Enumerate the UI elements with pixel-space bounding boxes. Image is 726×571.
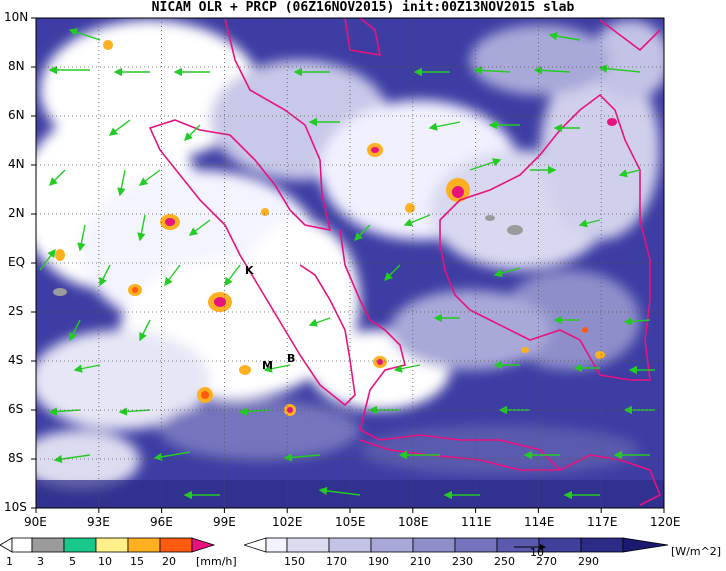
lat-label-6n: 6N: [8, 108, 25, 122]
lon-label-117e: 117E: [587, 515, 618, 529]
marker-k: K: [245, 264, 254, 277]
map-title: NICAM OLR + PRCP (06Z16NOV2015) init:00Z…: [151, 0, 575, 15]
olr-label-250: 250: [494, 555, 515, 568]
lat-label-6s: 6S: [8, 402, 24, 416]
lat-label-10n: 10N: [4, 10, 29, 24]
lat-label-eq: EQ: [8, 255, 26, 269]
precip-cells: [53, 40, 617, 416]
lon-label-102e: 102E: [272, 515, 303, 529]
lon-label-111e: 111E: [461, 515, 492, 529]
cloud-field: [36, 20, 664, 490]
olr-label-210: 210: [410, 555, 431, 568]
olr-label-290: 290: [578, 555, 599, 568]
vector-reference-label: 10: [530, 546, 544, 559]
precip-label-5: 5: [69, 555, 76, 568]
lon-label-90e: 90E: [24, 515, 47, 529]
olr-label-150: 150: [284, 555, 305, 568]
lat-lon-grid: [36, 18, 664, 508]
precip-label-15: 15: [130, 555, 144, 568]
olr-unit: [W/m^2]: [671, 545, 722, 558]
lon-label-108e: 108E: [398, 515, 429, 529]
precip-label-20: 20: [162, 555, 176, 568]
olr-colorbar: [244, 537, 669, 553]
marker-b: B: [287, 352, 295, 365]
precip-unit: [mm/h]: [196, 555, 237, 568]
olr-label-190: 190: [368, 555, 389, 568]
lat-label-10s: 10S: [4, 500, 27, 514]
olr-label-170: 170: [326, 555, 347, 568]
lon-label-114e: 114E: [524, 515, 555, 529]
lat-label-2n: 2N: [8, 206, 25, 220]
lat-label-4s: 4S: [8, 353, 24, 367]
lat-label-2s: 2S: [8, 304, 24, 318]
olr-label-230: 230: [452, 555, 473, 568]
precip-label-1: 1: [6, 555, 13, 568]
precip-colorbar: [0, 537, 216, 553]
precip-label-3: 3: [37, 555, 44, 568]
lat-label-8s: 8S: [8, 451, 24, 465]
wind-vectors: [39, 28, 655, 500]
lon-label-99e: 99E: [213, 515, 236, 529]
olr-label-270: 270: [536, 555, 557, 568]
precip-label-10: 10: [98, 555, 112, 568]
lon-label-120e: 120E: [650, 515, 681, 529]
lat-label-4n: 4N: [8, 157, 25, 171]
axis-ticks: [31, 17, 665, 513]
lon-label-93e: 93E: [87, 515, 110, 529]
marker-m: M: [262, 359, 273, 372]
lon-label-105e: 105E: [335, 515, 366, 529]
lon-label-96e: 96E: [150, 515, 173, 529]
map-panel: K M B: [36, 18, 664, 508]
lat-label-8n: 8N: [8, 59, 25, 73]
